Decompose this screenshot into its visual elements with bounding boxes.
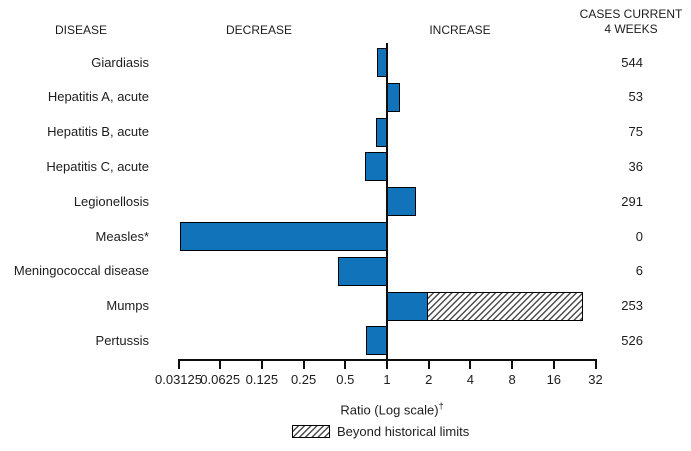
x-axis-tick bbox=[469, 359, 472, 369]
x-axis-tick-label: 0.125 bbox=[245, 372, 279, 387]
x-axis-tick-label: 16 bbox=[546, 372, 562, 387]
x-axis-tick-label: 0.03125 bbox=[155, 372, 202, 387]
x-axis-tick-label: 0.5 bbox=[336, 372, 355, 387]
x-axis-label: Ratio (Log scale)† bbox=[287, 401, 497, 417]
x-axis-tick bbox=[386, 359, 388, 369]
x-axis-tick-label: 4 bbox=[466, 372, 474, 387]
cases-value: 526 bbox=[621, 332, 643, 348]
cases-value: 291 bbox=[621, 193, 643, 209]
ratio-bar-decrease bbox=[365, 326, 388, 356]
x-axis-tick-label: 1 bbox=[383, 372, 391, 387]
x-axis-tick bbox=[427, 359, 430, 369]
x-axis-tick bbox=[177, 359, 180, 369]
disease-label: Hepatitis A, acute bbox=[47, 89, 149, 105]
x-axis-tick-label: 32 bbox=[588, 372, 603, 387]
ratio-bar-decrease bbox=[364, 152, 388, 182]
ratio-bar-increase bbox=[386, 291, 429, 321]
disease-label: Legionellosis bbox=[73, 193, 149, 209]
x-axis-tick bbox=[302, 359, 305, 369]
hatched-swatch-icon bbox=[292, 425, 330, 438]
column-header-cases-line2: 4 WEEKS bbox=[604, 22, 658, 36]
column-header-increase: INCREASE bbox=[429, 23, 491, 37]
disease-label: Hepatitis B, acute bbox=[47, 124, 149, 140]
legend-label: Beyond historical limits bbox=[337, 424, 470, 439]
cases-value: 0 bbox=[635, 228, 643, 244]
disease-label: Measles* bbox=[95, 228, 149, 244]
x-axis-tick bbox=[511, 359, 514, 369]
ratio-bar-decrease bbox=[337, 256, 388, 286]
x-axis-tick bbox=[219, 359, 222, 369]
x-axis-tick bbox=[552, 359, 555, 369]
cases-value: 36 bbox=[628, 158, 643, 174]
cases-value: 75 bbox=[628, 124, 643, 140]
disease-label: Meningococcal disease bbox=[13, 263, 149, 279]
cases-value: 544 bbox=[621, 54, 643, 70]
x-axis-tick bbox=[260, 359, 263, 369]
x-axis-tick-label: 2 bbox=[425, 372, 433, 387]
cases-value: 53 bbox=[628, 89, 643, 105]
x-axis-label-text: Ratio (Log scale) bbox=[340, 402, 439, 418]
disease-label: Hepatitis C, acute bbox=[46, 158, 149, 174]
cases-value: 6 bbox=[635, 263, 643, 279]
disease-label: Pertussis bbox=[95, 332, 149, 348]
baseline-ratio-1-line bbox=[386, 43, 388, 361]
x-axis-tick bbox=[594, 359, 597, 369]
ratio-bar-increase bbox=[386, 187, 417, 217]
x-axis-tick bbox=[344, 359, 347, 369]
ratio-bar-increase bbox=[386, 82, 400, 112]
column-header-cases-line1: CASES CURRENT bbox=[579, 7, 683, 21]
column-header-disease: DISEASE bbox=[54, 23, 108, 37]
x-axis-tick-label: 0.25 bbox=[290, 372, 317, 387]
disease-label: Mumps bbox=[106, 298, 149, 314]
cases-value: 253 bbox=[621, 298, 643, 314]
ratio-bar-decrease bbox=[179, 222, 388, 251]
column-header-decrease: DECREASE bbox=[225, 23, 293, 37]
dagger-footnote-symbol: † bbox=[438, 401, 444, 411]
x-axis-tick-label: 0.0625 bbox=[200, 372, 241, 387]
x-axis-tick-label: 8 bbox=[508, 372, 516, 387]
disease-label: Giardiasis bbox=[91, 54, 149, 70]
column-header-cases: CASES CURRENT 4 WEEKS bbox=[571, 7, 691, 37]
ratio-bar-beyond-historical-limits bbox=[427, 291, 583, 321]
